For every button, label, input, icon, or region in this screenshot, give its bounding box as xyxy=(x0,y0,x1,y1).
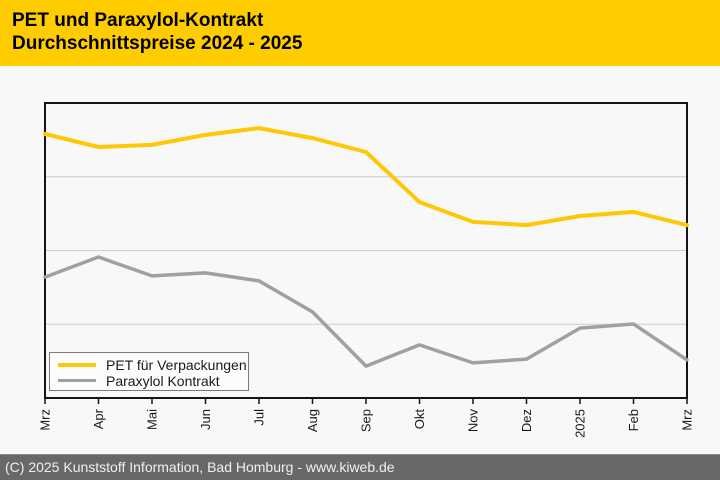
x-axis-label: Mrz xyxy=(38,409,53,431)
x-axis-label: Okt xyxy=(412,409,427,430)
price-line-chart: Mrz Apr Mai Jun Jul Aug Sep Okt Nov Dez 2025 Feb Mrz xyxy=(38,102,695,438)
x-axis-label: Dez xyxy=(519,409,534,432)
legend-item-0: PET für Verpackungen xyxy=(58,356,248,373)
chart-header: PET und Paraxylol-Kontrakt Durchschnitts… xyxy=(0,0,720,66)
copyright-text: (C) 2025 Kunststoff Information, Bad Hom… xyxy=(5,459,395,475)
x-axis-label: Mrz xyxy=(680,409,695,431)
legend-line-sample-0 xyxy=(58,362,96,367)
copyright-footer: (C) 2025 Kunststoff Information, Bad Hom… xyxy=(0,454,720,480)
chart-region: Mrz Apr Mai Jun Jul Aug Sep Okt Nov Dez 2025 Feb Mrz… xyxy=(0,66,720,454)
series-line-0 xyxy=(43,126,689,228)
x-axis-label: Mai xyxy=(145,409,160,430)
chart-title-line2: Durchschnittspreise 2024 - 2025 xyxy=(12,33,303,54)
x-axis-label: Aug xyxy=(305,409,320,432)
legend-line-sample-1 xyxy=(58,379,96,382)
x-axis-label: Jul xyxy=(252,409,267,426)
legend-label-1: Paraxylol Kontrakt xyxy=(106,372,220,389)
x-axis-label: Feb xyxy=(626,409,641,431)
chart-title-line1: PET und Paraxylol-Kontrakt xyxy=(12,10,264,31)
chart-legend: PET für Verpackungen Paraxylol Kontrakt xyxy=(49,352,249,391)
x-axis-label: Apr xyxy=(91,408,106,429)
series-line-1 xyxy=(43,255,689,368)
legend-item-1: Paraxylol Kontrakt xyxy=(58,372,248,389)
x-axis-label: Nov xyxy=(466,409,481,433)
legend-label-0: PET für Verpackungen xyxy=(106,356,247,373)
x-axis-label: Jun xyxy=(198,409,213,430)
x-axis-label: 2025 xyxy=(573,409,588,438)
x-axis-label: Sep xyxy=(359,409,374,432)
